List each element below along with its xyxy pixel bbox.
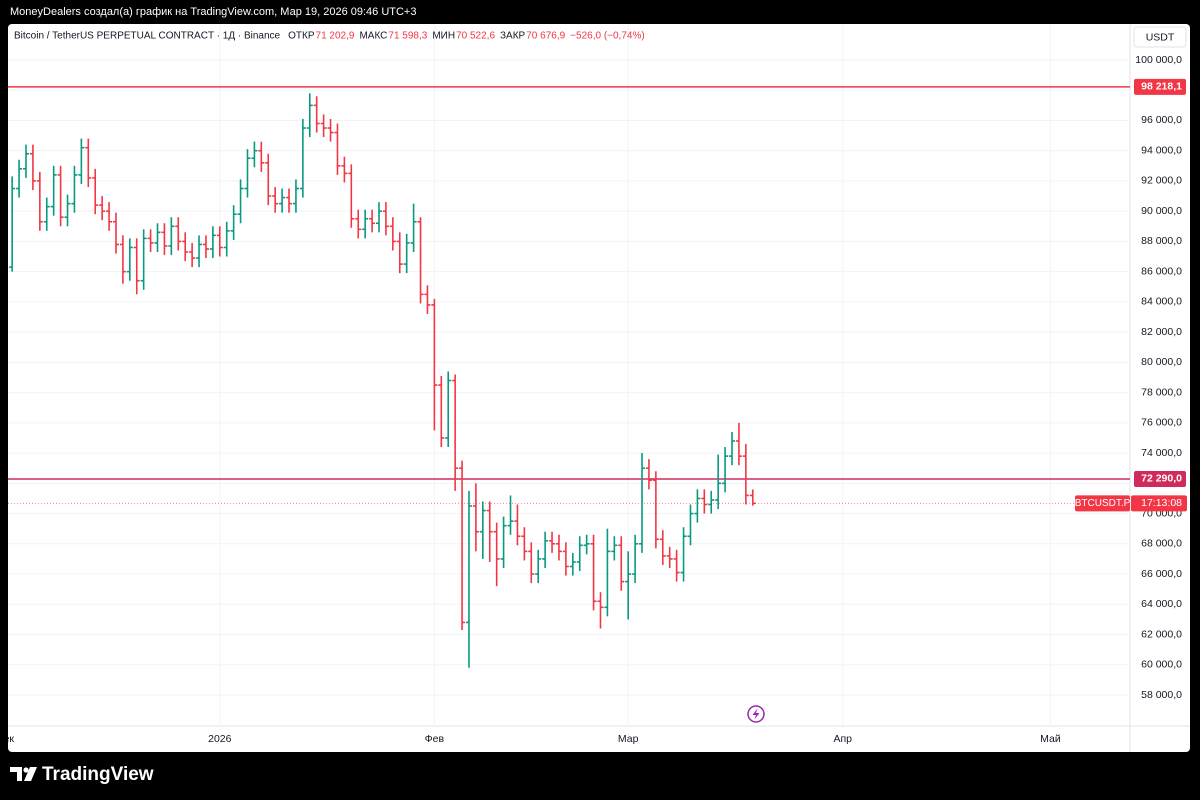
event-icon-bolt	[752, 708, 760, 720]
symbol: Bitcoin / TetherUS PERPETUAL CONTRACT · …	[14, 31, 281, 42]
x-tick-label: 2026	[208, 733, 232, 745]
header: MoneyDealers создал(а) график на Trading…	[10, 6, 416, 18]
chart-panel	[8, 24, 1190, 752]
y-tick-label: 90 000,0	[1141, 205, 1182, 217]
y-tick-label: 94 000,0	[1141, 144, 1182, 156]
brand-logo	[10, 767, 37, 781]
x-tick-label: Дек	[0, 733, 14, 745]
event-icon[interactable]	[747, 705, 765, 723]
countdown-box	[1131, 495, 1187, 512]
y-tick-label: 76 000,0	[1141, 417, 1182, 429]
plot	[8, 86, 1130, 668]
legend-value: 70 522,6	[456, 31, 495, 42]
x-tick-label: Мар	[618, 733, 639, 745]
grid	[8, 24, 1130, 726]
symbol-tag-box	[1075, 495, 1130, 512]
logo-part	[10, 767, 22, 781]
currency-button[interactable]	[1133, 26, 1187, 48]
y-tick-label: 80 000,0	[1141, 356, 1182, 368]
legend-name: МИН	[432, 31, 455, 42]
logo-part	[24, 767, 37, 781]
change: −526,0 (−0,74%)	[570, 31, 645, 42]
y-tick-label: 58 000,0	[1141, 689, 1182, 701]
logo-part	[23, 767, 29, 773]
brand: TradingView	[42, 764, 154, 785]
price-tag-label: 72 290,0	[1141, 473, 1182, 485]
x-tick-label: Фев	[425, 733, 445, 745]
y-tick-label: 64 000,0	[1141, 598, 1182, 610]
legend-name: ЗАКР	[500, 31, 526, 42]
y-tick-label: 84 000,0	[1141, 296, 1182, 308]
symbol-tag: BTCUSDT.P	[1075, 498, 1131, 509]
legend-value: 70 676,9	[526, 31, 565, 42]
y-tick-label: 62 000,0	[1141, 628, 1182, 640]
x-tick-label: Май	[1040, 733, 1061, 745]
price-tag	[1134, 470, 1186, 487]
legend-value: 71 202,9	[316, 31, 355, 42]
legend-value: 71 598,3	[388, 31, 427, 42]
time-axis: Дек 2026 Фев Мар Апр Май	[0, 733, 1061, 745]
currency[interactable]: USDT	[1146, 31, 1175, 43]
countdown: 17:13:08	[1141, 497, 1182, 509]
y-tick-label: 88 000,0	[1141, 235, 1182, 247]
y-tick-label: 82 000,0	[1141, 326, 1182, 338]
y-tick-label: 68 000,0	[1141, 538, 1182, 550]
y-tick-label: 96 000,0	[1141, 114, 1182, 126]
legend: Bitcoin / TetherUS PERPETUAL CONTRACT · …	[14, 31, 645, 42]
y-tick-label: 78 000,0	[1141, 386, 1182, 398]
y-tick-label: 74 000,0	[1141, 447, 1182, 459]
price-tag	[1134, 78, 1186, 95]
x-tick-label: Апр	[833, 733, 852, 745]
y-tick-label: 100 000,0	[1135, 54, 1182, 66]
y-tick-label: 66 000,0	[1141, 568, 1182, 580]
axes: 58 000,0 60 000,0 62 000,0 64 000,0 66 000,0…	[1075, 54, 1187, 701]
price-tag-label: 98 218,1	[1141, 81, 1182, 93]
y-tick-label: 92 000,0	[1141, 175, 1182, 187]
y-tick-label: 60 000,0	[1141, 659, 1182, 671]
legend-name: ОТКР	[288, 31, 315, 42]
legend-name: МАКС	[359, 31, 387, 42]
y-tick-label: 86 000,0	[1141, 265, 1182, 277]
